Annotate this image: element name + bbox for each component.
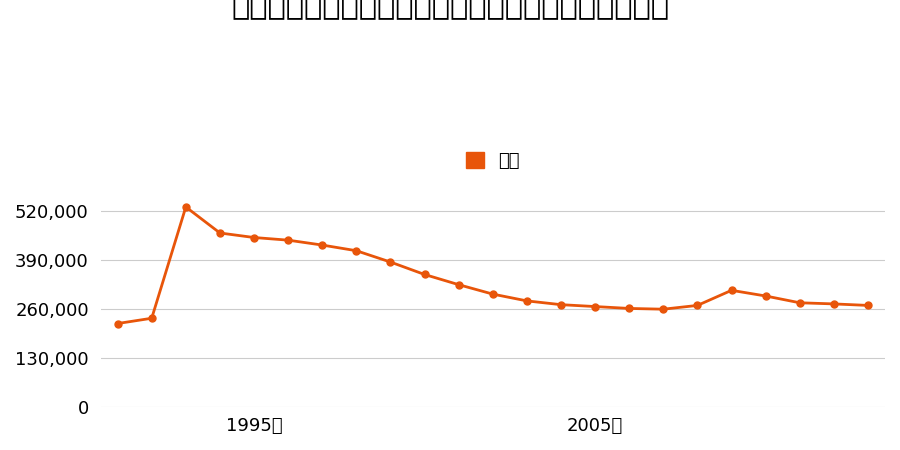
Legend: 価格: 価格: [459, 145, 527, 177]
Text: 東京都江戸川区新田１丁目５３１７番２外の地価推移: 東京都江戸川区新田１丁目５３１７番２外の地価推移: [231, 0, 669, 20]
